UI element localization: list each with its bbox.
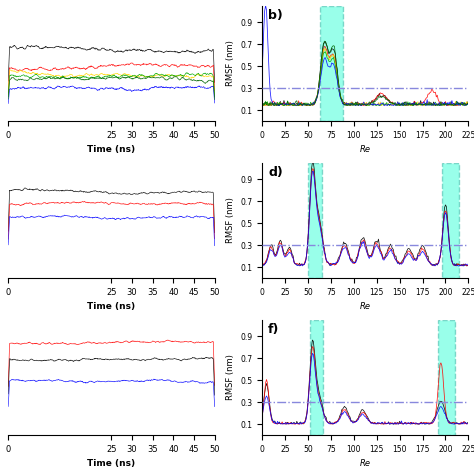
Y-axis label: RMSF (nm): RMSF (nm) <box>226 355 235 401</box>
X-axis label: Re: Re <box>360 459 371 468</box>
Bar <box>320 6 343 121</box>
Text: b): b) <box>268 9 283 22</box>
X-axis label: Time (ns): Time (ns) <box>87 146 136 155</box>
X-axis label: Time (ns): Time (ns) <box>87 459 136 468</box>
Bar <box>308 163 321 278</box>
X-axis label: Time (ns): Time (ns) <box>87 302 136 311</box>
Bar <box>310 319 323 435</box>
Text: d): d) <box>268 166 283 179</box>
Bar <box>442 163 459 278</box>
Y-axis label: RMSF (nm): RMSF (nm) <box>226 198 235 243</box>
Y-axis label: RMSF (nm): RMSF (nm) <box>226 40 235 86</box>
Bar <box>438 319 455 435</box>
Text: f): f) <box>268 323 280 336</box>
X-axis label: Re: Re <box>360 302 371 311</box>
X-axis label: Re: Re <box>360 146 371 155</box>
